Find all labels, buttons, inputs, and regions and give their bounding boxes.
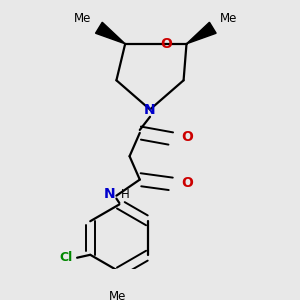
Text: Me: Me [220,12,238,25]
Text: O: O [181,130,193,144]
Polygon shape [187,22,216,44]
Text: O: O [160,37,172,51]
Text: N: N [103,187,115,201]
Text: Cl: Cl [59,251,73,264]
Polygon shape [95,22,125,44]
Text: Me: Me [109,290,127,300]
Text: H: H [121,188,130,201]
Text: O: O [181,176,193,190]
Text: Me: Me [74,12,92,25]
Text: N: N [144,103,156,116]
